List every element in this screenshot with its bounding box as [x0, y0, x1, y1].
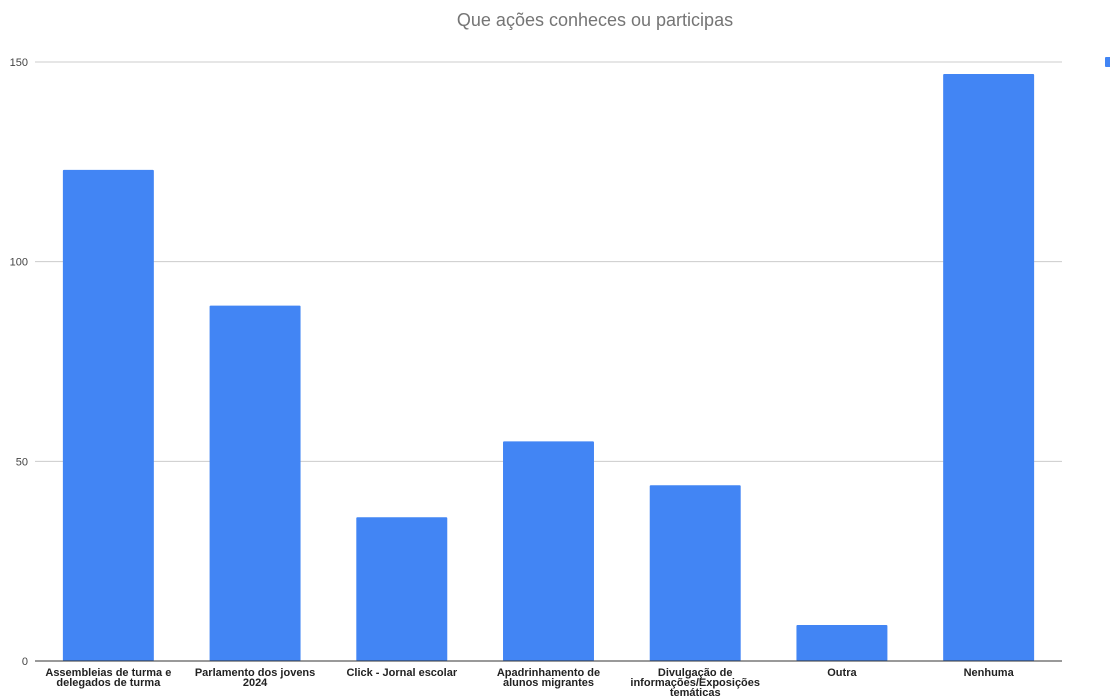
x-tick-label-line: Assembleias de turma e: [45, 667, 171, 679]
legend-swatch: [1105, 57, 1110, 67]
x-tick-label-line: Outra: [827, 667, 857, 679]
bar: [62, 169, 154, 661]
x-tick-label-line: Click - Jornal escolar: [346, 667, 457, 679]
y-tick-label: 50: [16, 456, 28, 468]
x-tick-label-line: temáticas: [670, 687, 721, 699]
x-tick-label-line: delegados de turma: [56, 677, 161, 689]
bar: [503, 441, 594, 661]
x-tick-label-line: Nenhuma: [964, 667, 1015, 679]
x-tick-label: Click - Jornal escolar: [346, 667, 457, 679]
x-tick-label: Assembleias de turma e delegados de turma: [45, 667, 171, 689]
y-tick-label: 150: [10, 57, 28, 69]
bar: [649, 485, 741, 661]
y-tick-label: 0: [22, 656, 28, 668]
chart-title: Que ações conheces ou participas: [456, 10, 734, 30]
x-tick-label-line: alunos migrantes: [503, 677, 594, 689]
x-tick-label: Parlamento dos jovens 2024: [195, 667, 315, 689]
x-tick-label: Nenhuma: [964, 667, 1015, 679]
bar: [943, 73, 1035, 662]
y-tick-label: 100: [10, 257, 28, 269]
x-tick-label-line: Parlamento dos jovens: [195, 667, 315, 679]
x-tick-label: Apadrinhamento de alunos migrantes: [497, 667, 600, 689]
x-tick-label-line: informações/Exposições: [630, 677, 760, 689]
x-tick-label: Divulgação de informações/Exposições temát…: [630, 667, 760, 699]
bar: [356, 517, 448, 661]
x-tick-label-line: 2024: [243, 677, 268, 689]
bar: [209, 305, 301, 661]
bar: [796, 625, 888, 661]
x-tick-label-line: Apadrinhamento de: [497, 667, 600, 679]
x-tick-label-line: Divulgação de: [658, 667, 733, 679]
x-tick-label: Outra: [827, 667, 857, 679]
